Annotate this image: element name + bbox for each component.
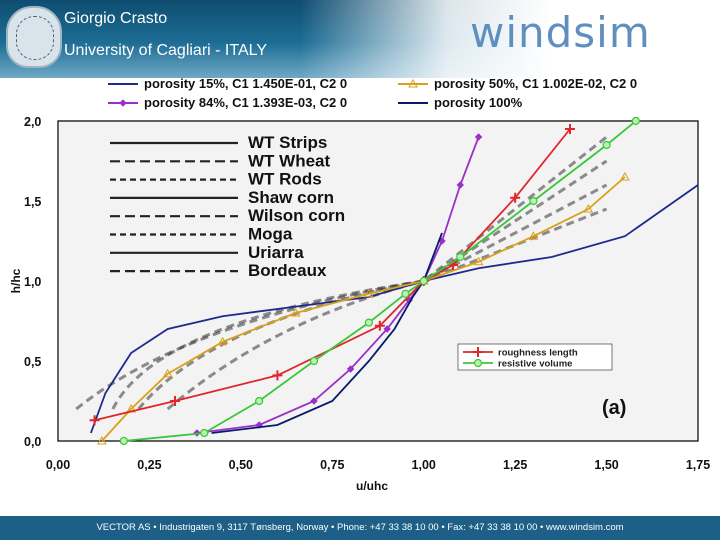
embedded-panel-label: (a) — [602, 397, 626, 419]
data-point — [346, 365, 355, 373]
data-point — [619, 171, 630, 181]
series-line — [90, 184, 699, 434]
embedded-legend-label: WT Strips — [248, 133, 327, 152]
embedded-legend-label: Uriarra — [248, 243, 304, 262]
data-point — [309, 356, 319, 366]
windsim-logo: windsim — [470, 8, 651, 57]
affiliation: University of Cagliari - ITALY — [64, 42, 268, 59]
data-point — [565, 124, 575, 134]
data-point — [119, 99, 127, 107]
x-tick-label: 1,50 — [594, 458, 618, 472]
data-point — [473, 347, 483, 357]
data-point — [583, 203, 594, 213]
data-point — [374, 320, 385, 331]
plot-frame — [57, 120, 699, 442]
data-point — [97, 435, 107, 445]
data-point — [363, 288, 374, 298]
data-point — [217, 336, 228, 346]
plot-background — [58, 120, 698, 442]
y-tick-label: 2,0 — [24, 115, 41, 129]
data-point — [272, 370, 283, 381]
data-point — [510, 192, 521, 203]
embedded-experimental-curve — [111, 159, 608, 410]
inset-legend-label: resistive volume — [498, 359, 572, 370]
x-tick-label: 0,50 — [229, 458, 253, 472]
embedded-legend-label: Shaw corn — [248, 188, 334, 207]
x-tick-label: 1,00 — [412, 458, 436, 472]
embedded-legend-label: Bordeaux — [248, 261, 327, 280]
university-seal-icon — [6, 6, 62, 68]
data-point — [631, 116, 640, 126]
y-tick-label: 1,5 — [24, 195, 41, 209]
series-line — [211, 232, 443, 434]
y-tick-label: 1,0 — [24, 275, 41, 289]
data-point — [119, 436, 128, 446]
data-point — [383, 325, 391, 333]
series-line — [101, 176, 626, 442]
legend-label: porosity 100% — [434, 95, 523, 110]
data-point — [364, 318, 373, 327]
data-point — [200, 428, 209, 438]
y-tick-label: 0,5 — [24, 355, 41, 369]
data-point — [290, 307, 301, 317]
data-point — [170, 396, 181, 406]
data-point — [529, 196, 538, 206]
embedded-legend-label: WT Rods — [248, 170, 322, 189]
data-point — [408, 78, 418, 88]
embedded-experimental-curve — [137, 183, 608, 410]
header-fade — [300, 0, 720, 78]
embedded-legend-label: Moga — [248, 225, 293, 244]
legend-label: porosity 50%, C1 1.002E-02, C2 0 — [434, 76, 637, 91]
x-tick-label: 1,75 — [686, 458, 710, 472]
x-tick-label: 0,25 — [137, 458, 161, 472]
data-point — [255, 396, 264, 406]
data-point — [456, 252, 465, 262]
x-axis-label: u/uhc — [356, 479, 388, 493]
data-point — [419, 276, 428, 286]
legend-label: porosity 84%, C1 1.393E-03, C2 0 — [144, 95, 347, 110]
series-line — [123, 120, 637, 442]
data-point — [89, 415, 100, 426]
data-point — [162, 368, 173, 378]
embedded-legend-label: WT Wheat — [248, 151, 330, 170]
inset-legend-label: roughness length — [498, 348, 578, 359]
seal-inner — [16, 16, 54, 60]
inset-legend-box — [457, 343, 613, 371]
author-name: Giorgio Crasto — [64, 10, 168, 27]
y-axis-label: h/hc — [9, 268, 23, 293]
windsim-logo-text: windsim — [470, 8, 651, 57]
series-line — [94, 128, 571, 422]
data-point — [474, 133, 483, 141]
data-point — [401, 289, 410, 298]
data-point — [473, 358, 483, 368]
data-point — [602, 140, 611, 150]
y-tick-label: 0,0 — [24, 435, 41, 449]
series-line — [196, 136, 480, 434]
legend-label: porosity 15%, C1 1.450E-01, C2 0 — [144, 76, 347, 91]
x-tick-label: 1,25 — [503, 458, 527, 472]
data-point — [456, 181, 464, 189]
data-point — [310, 397, 318, 405]
data-point — [528, 231, 539, 240]
x-tick-label: 0,00 — [46, 458, 70, 472]
data-point — [473, 256, 484, 266]
footer-bar: VECTOR AS • Industrigaten 9, 3117 Tønsbe… — [0, 516, 720, 540]
embedded-legend-label: Wilson corn — [248, 206, 345, 225]
x-tick-label: 0,75 — [320, 458, 344, 472]
